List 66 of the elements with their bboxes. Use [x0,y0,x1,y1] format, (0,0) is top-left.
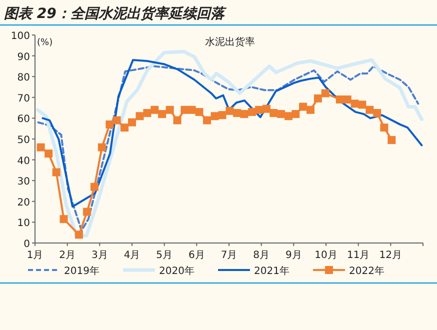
y-tick-label: 40 [17,156,30,167]
y-tick-label: 20 [17,197,30,208]
point [166,106,174,114]
point [366,106,374,114]
point [120,124,129,132]
point [112,116,121,124]
y-tick-label: 80 [17,72,30,84]
point [106,120,114,128]
y-tick-label: 100 [10,31,30,42]
point [98,143,106,152]
point [373,109,382,117]
x-tick-label: 6月 [188,250,205,261]
point [52,168,60,176]
point [128,118,136,126]
point [74,230,83,239]
point [226,106,234,115]
y-tick-label: 30 [17,176,30,188]
point [270,109,278,117]
point [60,215,68,224]
y-tick-label: 10 [17,218,30,230]
point [358,100,366,109]
x-tick-label: 11月 [346,250,370,261]
point [336,95,344,104]
x-tick-label: 10月 [314,250,338,261]
point [158,110,166,118]
point [380,124,388,132]
x-tick-label: 12月 [379,250,402,261]
point [314,94,322,102]
x-tick-label: 8月 [253,250,270,261]
legend-label: 2020年 [159,265,194,277]
y-tick-label: 60 [17,114,30,126]
point [173,116,182,124]
point [44,150,53,158]
x-tick-label: 5月 [156,250,173,261]
point [299,102,308,111]
point [343,95,352,104]
x-tick-label: 9月 [285,250,302,261]
x-tick-label: 2月 [59,250,76,261]
point [36,143,45,152]
point [306,106,314,114]
point [292,110,300,118]
point [195,108,204,116]
legend-label: 2022年 [349,265,384,277]
point [218,111,226,120]
x-tick-label: 1月 [26,250,44,261]
point [262,104,271,113]
legend-label: 2021年 [254,265,290,277]
chart-title: 图表 29：全国水泥出货率延续回落 [4,5,228,22]
annotation: 水泥出货率 [205,36,255,48]
point [150,106,159,114]
point [388,136,396,144]
y-tick-label: 70 [17,93,30,104]
x-tick-label: 7月 [220,250,238,261]
y-tick-label: 90 [17,52,30,63]
point [180,106,189,114]
point [136,112,144,120]
y-tick-label: 50 [17,135,30,146]
x-tick-label: 3月 [91,250,108,261]
point [203,116,212,124]
point [83,208,92,216]
point [321,89,330,98]
x-tick-label: 4月 [124,250,140,261]
point [90,182,98,191]
legend-label: 2019年 [64,265,100,277]
y-tick-label: 0 [24,239,30,250]
y-axis-title: (%) [37,38,53,48]
